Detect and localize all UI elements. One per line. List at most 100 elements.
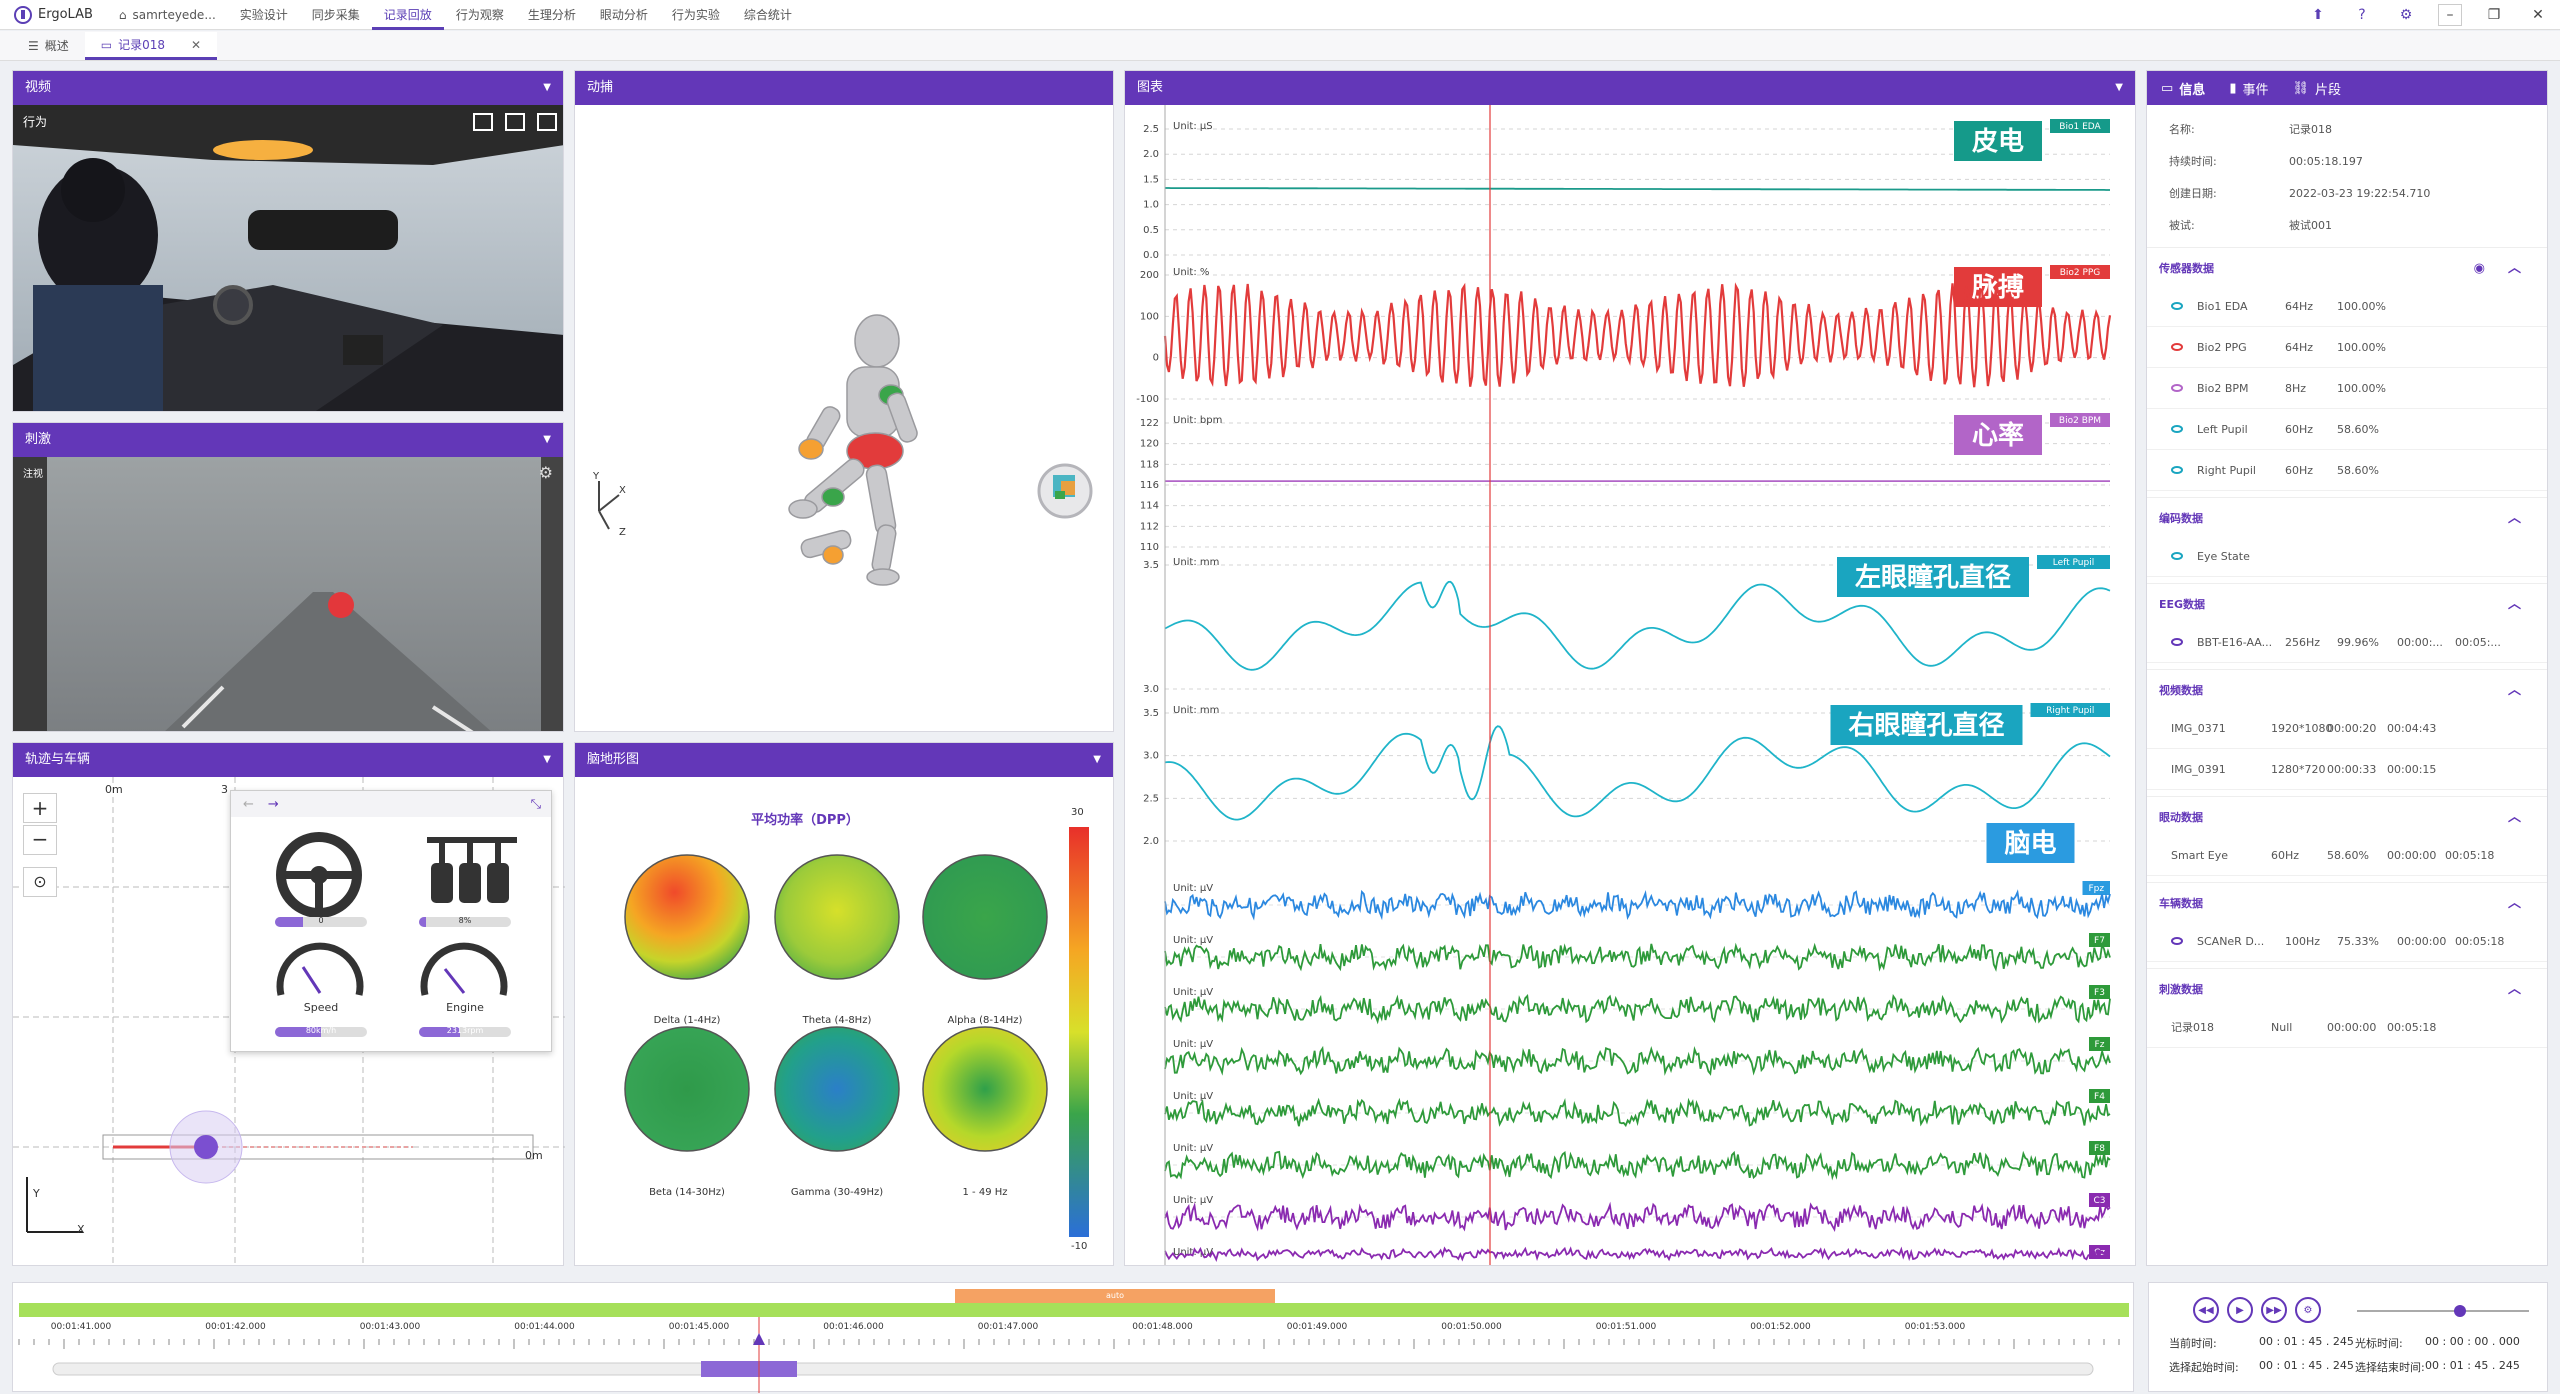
list-item[interactable]: Right Pupil 60Hz 58.60% xyxy=(2147,450,2547,491)
list-item[interactable]: IMG_0391 1280*720 00:00:33 00:00:15 xyxy=(2147,749,2547,790)
collapse-chevron-icon[interactable]: ︿ xyxy=(2507,261,2521,276)
field-subject: 被试: 被试001 xyxy=(2169,219,2332,232)
list-item[interactable]: 记录018 Null 00:00:00 00:05:18 xyxy=(2147,1007,2547,1048)
timeline-ruler[interactable]: 00:01:41.000 00:01:42.000 00:01:43.000 00:0… xyxy=(13,1317,2133,1393)
visibility-eye-icon[interactable] xyxy=(2171,466,2183,474)
channel-name-bg xyxy=(1830,705,2023,745)
list-item[interactable]: BBT-E16-AA... 256Hz 99.96% 00:00:... 00:05:.… xyxy=(2147,622,2547,663)
section-header[interactable]: 编码数据 ︿ xyxy=(2147,502,2547,536)
upload-icon[interactable]: ⬆ xyxy=(2312,7,2324,23)
track-panel-menu-icon[interactable]: ▼ xyxy=(543,754,551,765)
section-header[interactable]: EEG数据 ︿ xyxy=(2147,588,2547,622)
minimize-button[interactable]: – xyxy=(2438,4,2462,26)
menu-behavior-experiment[interactable]: 行为实验 xyxy=(671,7,720,22)
restore-button[interactable]: ❐ xyxy=(2487,7,2501,23)
tick-label: 2.0 xyxy=(1143,836,1159,847)
volume-slider-knob[interactable] xyxy=(2454,1305,2467,1317)
collapse-chevron-icon[interactable]: ︿ xyxy=(2507,896,2521,911)
collapse-chevron-icon[interactable]: ︿ xyxy=(2507,597,2521,612)
tab-overview[interactable]: ☰ 概述 xyxy=(12,32,85,60)
visibility-eye-icon[interactable] xyxy=(2171,638,2183,646)
menu-eye-analysis[interactable]: 眼动分析 xyxy=(599,7,648,22)
list-item[interactable]: SCANeR D... 100Hz 75.33% 00:00:00 00:05:18 xyxy=(2147,921,2547,962)
collapse-chevron-icon[interactable]: ︿ xyxy=(2507,810,2521,825)
list-item[interactable]: Bio1 EDA 64Hz 100.00% xyxy=(2147,286,2547,327)
list-item[interactable]: Left Pupil 60Hz 58.60% xyxy=(2147,409,2547,450)
section-header[interactable]: 视频数据 ︿ xyxy=(2147,674,2547,708)
topo-delta xyxy=(624,854,750,980)
section-header[interactable]: 刺激数据 ︿ xyxy=(2147,973,2547,1007)
section-header[interactable]: 眼动数据 ︿ xyxy=(2147,801,2547,835)
menu-record-playback[interactable]: 记录回放 xyxy=(371,0,444,30)
visibility-eye-icon[interactable] xyxy=(2171,552,2183,560)
list-item[interactable]: Bio2 BPM 8Hz 100.00% xyxy=(2147,368,2547,409)
video-panel-menu-icon[interactable]: ▼ xyxy=(543,82,551,93)
step-forward-button[interactable]: ▶▶ xyxy=(2261,1297,2287,1323)
close-window-button[interactable]: ✕ xyxy=(2532,7,2544,23)
section-header[interactable]: 传感器数据 ◉ ︿ xyxy=(2147,252,2547,286)
stimulus-view[interactable] xyxy=(13,457,563,731)
split-view-icon[interactable] xyxy=(537,113,557,131)
menu-sync-capture[interactable]: 同步采集 xyxy=(311,7,360,22)
stimulus-panel-menu-icon[interactable]: ▼ xyxy=(543,434,551,445)
chart-panel-menu-icon[interactable]: ▼ xyxy=(2115,82,2123,93)
back-arrow-icon[interactable]: ← xyxy=(243,796,254,812)
pip-view-icon[interactable] xyxy=(505,113,525,131)
zoom-out-button[interactable]: − xyxy=(23,825,57,855)
locate-button[interactable]: ⊙ xyxy=(23,867,57,897)
topo-panel-menu-icon[interactable]: ▼ xyxy=(1093,754,1101,765)
menu-physio-analysis[interactable]: 生理分析 xyxy=(527,7,576,22)
segment-marker[interactable]: auto xyxy=(955,1289,1275,1303)
menu-statistics[interactable]: 综合统计 xyxy=(743,7,792,22)
signal-line xyxy=(1163,282,2112,388)
forward-arrow-icon[interactable]: → xyxy=(267,796,279,812)
stimulus-settings-icon[interactable]: ⚙ xyxy=(538,463,553,482)
collapse-chevron-icon[interactable]: ︿ xyxy=(2507,982,2521,997)
video-view[interactable] xyxy=(13,105,563,411)
section-title: 传感器数据 xyxy=(2159,262,2214,275)
list-item[interactable]: Eye State xyxy=(2147,536,2547,577)
tick-label: 3.5 xyxy=(1143,560,1159,571)
menu-experiment-design[interactable]: 实验设计 xyxy=(239,7,288,22)
chart-body[interactable]: 2.5 2.0 1.5 1.0 0.5 0.0 Unit: μS Bio1 EDA 皮电 200 1… xyxy=(1125,105,2135,1270)
list-item[interactable]: Smart Eye 60Hz 58.60% 00:00:00 00:05:18 xyxy=(2147,835,2547,876)
mocap-3d-view[interactable] xyxy=(575,105,1115,733)
play-button[interactable]: ▶ xyxy=(2227,1297,2253,1323)
visibility-eye-icon[interactable] xyxy=(2171,343,2183,351)
list-item[interactable]: Bio2 PPG 64Hz 100.00% xyxy=(2147,327,2547,368)
close-tab-icon[interactable]: ✕ xyxy=(191,37,202,52)
tab-segments[interactable]: ⛓ 片段 xyxy=(2292,80,2342,98)
timeline-scrollbar[interactable] xyxy=(52,1362,2094,1376)
playhead-icon[interactable] xyxy=(753,1333,765,1345)
timeline-selection[interactable] xyxy=(701,1361,797,1377)
menu-behavior-observe[interactable]: 行为观察 xyxy=(455,7,504,22)
tab-info[interactable]: ▭ 信息 xyxy=(2161,80,2206,98)
section-header[interactable]: 车辆数据 ︿ xyxy=(2147,887,2547,921)
unit-label: Unit: μV xyxy=(1173,935,1213,946)
visibility-eye-icon[interactable] xyxy=(2171,302,2183,310)
collapse-chevron-icon[interactable]: ︿ xyxy=(2507,511,2521,526)
help-icon[interactable]: ? xyxy=(2358,7,2366,23)
list-item[interactable]: IMG_0371 1920*1080 00:00:20 00:04:43 xyxy=(2147,708,2547,749)
monitor-icon: ▭ xyxy=(100,37,113,52)
step-back-button[interactable]: ◀◀ xyxy=(2193,1297,2219,1323)
speed-gauge-icon xyxy=(276,942,364,996)
tab-events[interactable]: ▮ 事件 xyxy=(2229,80,2269,98)
visibility-eye-icon[interactable] xyxy=(2171,937,2183,945)
signal-chart[interactable]: 2.5 2.0 1.5 1.0 0.5 0.0 Unit: μS Bio1 EDA 皮电 200 1… xyxy=(1125,105,2135,1270)
playback-settings-button[interactable]: ⚙ xyxy=(2295,1297,2321,1323)
menu-project[interactable]: ⌂ samrteyede... xyxy=(118,7,216,22)
cell: 58.60% xyxy=(2327,848,2369,862)
collapse-chevron-icon[interactable]: ︿ xyxy=(2507,683,2521,698)
single-view-icon[interactable] xyxy=(473,113,493,131)
settings-gear-icon[interactable]: ⚙ xyxy=(2399,7,2413,23)
visibility-eye-icon[interactable] xyxy=(2171,384,2183,392)
tab-record-018[interactable]: ▭ 记录018 ✕ xyxy=(84,32,218,60)
volume-slider[interactable] xyxy=(2357,1305,2529,1317)
visibility-eye-icon[interactable]: ◉ xyxy=(2473,261,2485,276)
info-section: EEG数据 ︿ BBT-E16-AA... 256Hz 99.96% 00:00:... 0… xyxy=(2147,583,2547,663)
app-logo[interactable]: ErgoLAB xyxy=(0,5,107,24)
collapse-icon[interactable]: ⤡ xyxy=(530,796,541,812)
zoom-in-button[interactable]: + xyxy=(23,793,57,823)
visibility-eye-icon[interactable] xyxy=(2171,425,2183,433)
